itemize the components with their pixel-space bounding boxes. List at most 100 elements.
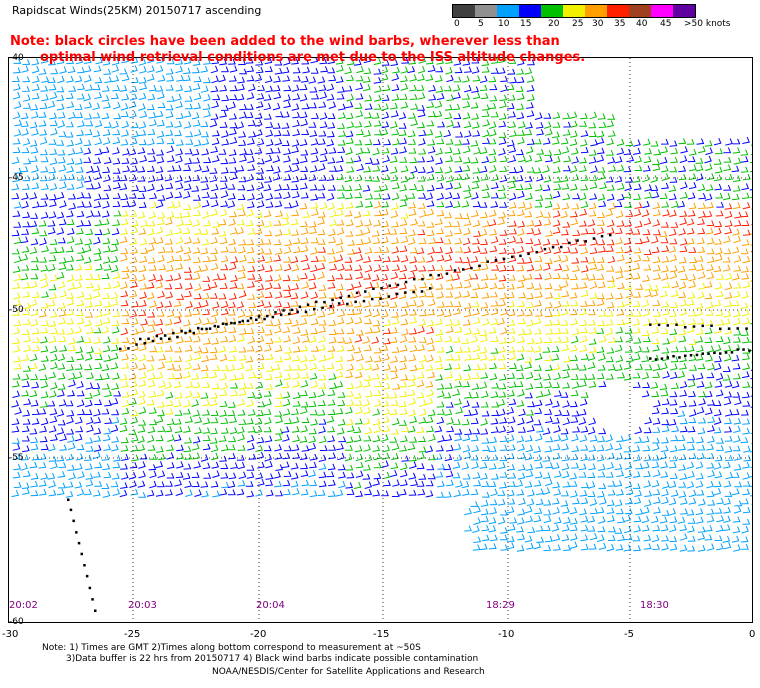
wind-barb	[409, 247, 418, 254]
wind-barb	[256, 238, 265, 246]
wind-barb	[732, 273, 740, 281]
wind-barb	[373, 425, 382, 434]
wind-barb	[373, 94, 382, 102]
flag-dot	[192, 331, 195, 335]
wind-barb	[724, 227, 733, 235]
wind-barb	[290, 480, 299, 488]
wind-barb	[507, 464, 516, 471]
wind-barb	[101, 408, 110, 415]
wind-barb	[525, 435, 533, 442]
wind-barb	[471, 461, 479, 470]
wind-barb	[176, 336, 184, 344]
wind-barb	[606, 507, 615, 514]
wind-barb	[464, 392, 472, 399]
wind-barb	[740, 302, 749, 309]
wind-barb	[155, 226, 164, 235]
wind-barb	[238, 176, 247, 183]
flag-dot	[119, 347, 122, 351]
wind-barb	[489, 84, 498, 91]
wind-barb	[417, 156, 426, 163]
flag-dot	[710, 324, 713, 327]
wind-barb	[86, 372, 94, 380]
wind-barb	[23, 318, 31, 325]
wind-barb	[283, 174, 292, 181]
wind-barb	[66, 165, 74, 173]
wind-barb	[462, 58, 471, 66]
time-label: 20:02	[9, 600, 38, 611]
wind-barb	[481, 156, 490, 164]
wind-barb	[137, 211, 146, 219]
wind-barb	[409, 461, 417, 469]
wind-barb	[327, 275, 336, 282]
wind-barb	[391, 84, 400, 92]
wind-barb	[418, 416, 427, 424]
wind-barb	[326, 139, 335, 147]
wind-barb	[436, 291, 444, 299]
wind-barb	[596, 227, 605, 235]
wind-barb	[380, 73, 389, 81]
wind-barb	[13, 299, 22, 307]
time-label: 18:29	[486, 600, 515, 611]
wind-barb	[103, 245, 111, 253]
wind-barb	[318, 246, 326, 253]
wind-barb	[571, 257, 580, 264]
wind-barb	[176, 461, 184, 469]
wind-barb	[138, 397, 146, 406]
flag-dot	[184, 331, 187, 335]
wind-barb	[452, 388, 461, 397]
wind-barb	[606, 373, 614, 380]
wind-barb	[301, 58, 310, 65]
wind-barb	[426, 184, 435, 192]
wind-barb	[742, 427, 751, 435]
wind-barb	[12, 337, 20, 345]
wind-barb	[83, 245, 92, 253]
wind-barb	[607, 515, 615, 523]
wind-barb	[283, 148, 292, 155]
wind-barb	[56, 103, 65, 111]
wind-barb	[661, 173, 670, 181]
wind-barb	[336, 203, 345, 210]
wind-barb	[66, 356, 75, 363]
wind-barb	[66, 75, 74, 83]
wind-barb	[464, 274, 472, 282]
flag-dot	[736, 327, 739, 330]
wind-barb	[597, 463, 606, 471]
wind-barb	[29, 461, 38, 469]
wind-barb	[218, 219, 227, 226]
wind-barb	[607, 480, 616, 487]
wind-barb	[111, 337, 120, 344]
wind-barb	[634, 489, 642, 497]
wind-barb	[94, 92, 102, 99]
wind-barb	[742, 202, 751, 210]
wind-barb	[102, 137, 111, 145]
wind-barb	[76, 381, 84, 389]
wind-barb	[515, 184, 524, 190]
wind-barb	[255, 101, 264, 109]
wind-barb	[561, 202, 570, 210]
wind-barb	[390, 271, 399, 280]
wind-barb	[686, 509, 695, 516]
wind-barb	[58, 317, 66, 325]
wind-barb	[146, 282, 155, 289]
wind-barb	[731, 380, 740, 389]
wind-barb	[490, 488, 498, 497]
wind-barb	[238, 471, 247, 479]
wind-barb	[327, 131, 335, 138]
wind-barb	[102, 129, 111, 137]
wind-barb	[741, 220, 750, 226]
wind-barb	[12, 309, 21, 316]
wind-barb	[274, 356, 283, 363]
wind-barb	[23, 158, 32, 165]
wind-barb	[426, 229, 435, 237]
wind-barb	[634, 436, 643, 444]
flag-dot	[355, 291, 359, 295]
wind-barb	[733, 464, 742, 471]
wind-barb	[157, 425, 166, 433]
wind-barb	[669, 543, 678, 551]
wind-barb	[336, 173, 345, 181]
wind-barb	[337, 146, 346, 154]
wind-barb	[526, 264, 535, 272]
wind-barb	[625, 346, 633, 353]
wind-barb	[229, 247, 238, 253]
wind-barb	[679, 238, 688, 246]
